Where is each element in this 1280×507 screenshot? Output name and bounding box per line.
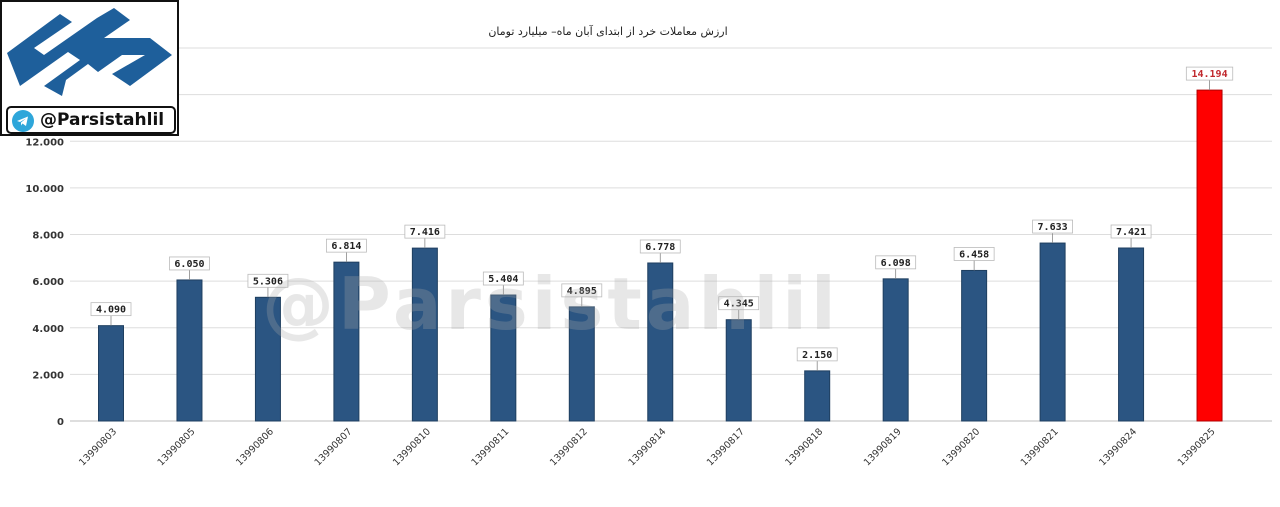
data-label-box — [90, 302, 132, 317]
data-label-box — [718, 296, 760, 311]
logo: @Parsistahlil — [0, 0, 179, 136]
x-tick-label: 13990807 — [313, 426, 355, 468]
x-tick-label: 13990825 — [1176, 426, 1218, 468]
parsistahlil-logo-icon — [7, 8, 172, 96]
data-label: 5.306 — [253, 276, 283, 287]
data-label-box — [247, 273, 289, 288]
y-axis: 0 2.000 4.000 6.000 8.000 10.000 12.000 — [25, 137, 64, 428]
data-label: 7.633 — [1038, 222, 1068, 233]
bar — [725, 319, 752, 422]
y-tick-label: 6.000 — [32, 277, 64, 288]
bar — [98, 325, 124, 422]
data-label: 2.150 — [802, 350, 832, 361]
data-label-box — [1185, 66, 1234, 81]
bar — [882, 278, 909, 422]
bars — [98, 89, 1223, 422]
data-label-box — [561, 283, 603, 298]
data-label: 14.194 — [1191, 69, 1227, 80]
data-label-box — [325, 238, 367, 253]
bar — [961, 269, 988, 422]
y-tick-label: 12.000 — [25, 137, 64, 148]
y-tick-label: 8.000 — [32, 231, 64, 242]
data-label-box — [796, 347, 838, 362]
data-label-box — [404, 224, 446, 239]
bar — [411, 247, 438, 422]
data-label: 5.404 — [488, 274, 518, 285]
bar — [568, 306, 595, 422]
data-label-box — [169, 256, 210, 271]
chart-title: ارزش معاملات خرد از ابتدای آبان ماه– میل… — [488, 24, 727, 38]
handle-badge: @Parsistahlil — [6, 106, 176, 134]
bar — [1196, 89, 1223, 422]
data-label-box — [953, 247, 995, 261]
bar — [333, 261, 360, 422]
data-labels: 4.090 6.050 5.306 6.814 7.416 5.404 4.895 6.778… — [90, 66, 1234, 371]
x-tick-label: 13990805 — [156, 426, 198, 468]
x-axis: 13990803 13990805 13990806 13990807 13990810… — [77, 426, 1218, 468]
x-tick-label: 13990820 — [940, 426, 982, 468]
x-tick-label: 13990814 — [626, 426, 668, 468]
y-tick-label: 2.000 — [32, 370, 64, 381]
bar — [176, 279, 203, 422]
x-tick-label: 13990824 — [1097, 426, 1139, 468]
data-label-box — [482, 271, 524, 286]
x-tick-label: 13990812 — [548, 426, 590, 468]
x-tick-label: 13990803 — [77, 426, 119, 468]
y-tick-label: 10.000 — [25, 184, 64, 195]
data-label: 6.098 — [881, 258, 911, 269]
data-label: 6.778 — [645, 242, 675, 253]
telegram-handle: @Parsistahlil — [40, 110, 165, 130]
bar — [490, 294, 517, 422]
bar — [254, 296, 281, 422]
y-tick-label: 4.000 — [32, 324, 64, 335]
data-label: 6.050 — [174, 259, 204, 270]
data-label-box — [1110, 224, 1152, 239]
bar — [647, 262, 674, 422]
data-label: 7.421 — [1116, 227, 1146, 238]
x-tick-label: 13990810 — [391, 426, 433, 468]
x-tick-label: 13990818 — [783, 426, 825, 468]
data-label-box — [875, 255, 917, 270]
bar — [1039, 242, 1066, 422]
x-tick-label: 13990819 — [862, 426, 904, 468]
data-label: 4.895 — [567, 286, 597, 297]
x-tick-label: 13990811 — [469, 426, 511, 468]
data-label: 4.345 — [724, 299, 754, 310]
x-tick-label: 13990817 — [705, 426, 747, 468]
data-label-box — [1032, 219, 1073, 234]
x-tick-label: 13990821 — [1019, 426, 1061, 468]
data-label: 6.814 — [331, 241, 361, 252]
bar — [804, 370, 831, 422]
data-label: 7.416 — [410, 227, 440, 238]
bar — [1118, 247, 1145, 422]
telegram-icon — [12, 110, 34, 132]
data-label: 6.458 — [959, 249, 989, 260]
data-label: 4.090 — [96, 305, 126, 316]
data-label-box — [639, 239, 681, 254]
x-tick-label: 13990806 — [234, 426, 276, 468]
y-tick-label: 0 — [57, 417, 64, 428]
